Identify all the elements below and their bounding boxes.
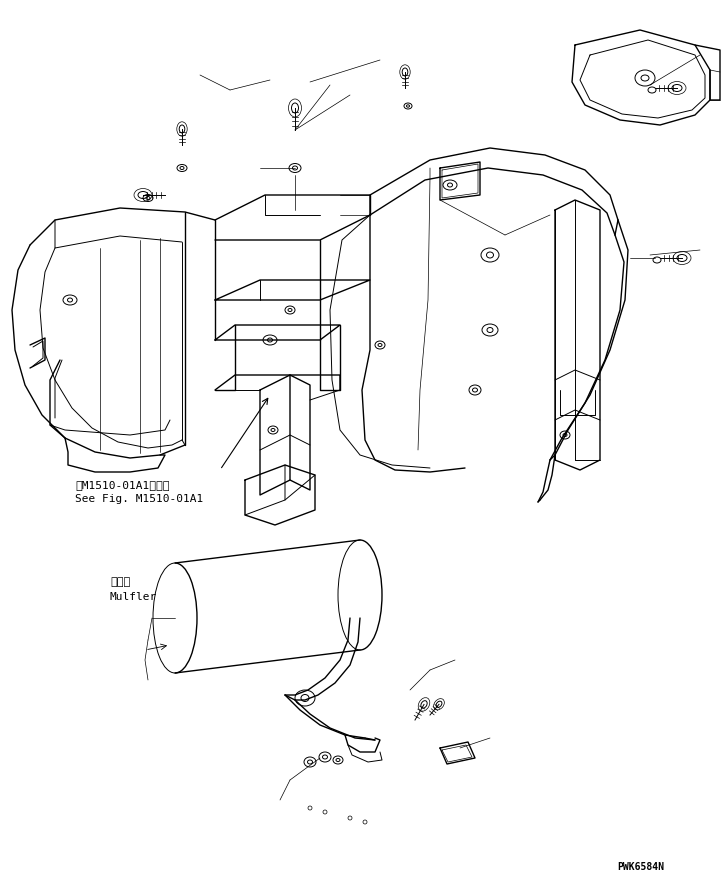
Text: 笮M1510-01A1図参照: 笮M1510-01A1図参照 xyxy=(75,480,169,490)
Text: マフラ: マフラ xyxy=(110,577,130,587)
Text: PWK6584N: PWK6584N xyxy=(617,862,664,872)
Text: Mulfler: Mulfler xyxy=(110,592,157,602)
Text: See Fig. M1510-01A1: See Fig. M1510-01A1 xyxy=(75,494,203,504)
